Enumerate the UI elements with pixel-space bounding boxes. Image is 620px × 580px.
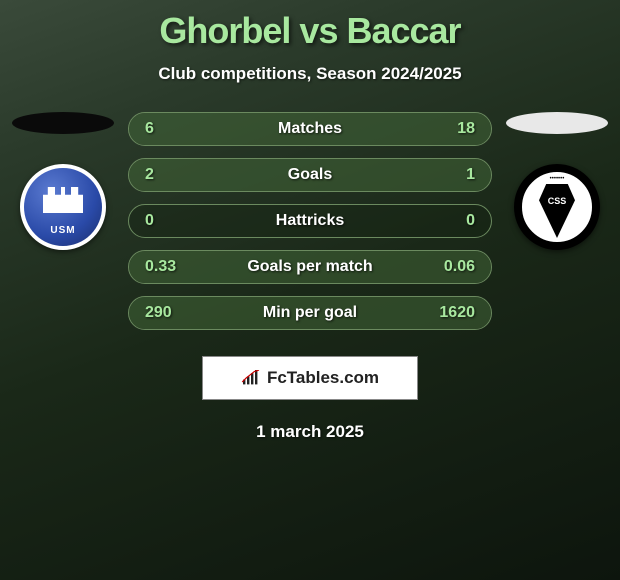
stat-row: 6 Matches 18	[128, 112, 492, 146]
left-team-badge-label: USM	[50, 225, 75, 236]
left-team-badge: USM	[20, 164, 106, 250]
stat-right-value: 18	[435, 120, 475, 138]
right-player-silhouette	[506, 112, 608, 134]
stat-left-value: 290	[145, 304, 185, 322]
stats-table: 6 Matches 18 2 Goals 1 0 Hattricks 0 0.3…	[128, 112, 492, 342]
stat-left-value: 6	[145, 120, 185, 138]
brand-watermark[interactable]: FcTables.com	[202, 356, 418, 400]
stat-row: 0 Hattricks 0	[128, 204, 492, 238]
stat-right-value: 1620	[435, 304, 475, 322]
right-team-badge: ••••••• CSS	[514, 164, 600, 250]
right-team-badge-toptext: •••••••	[522, 176, 592, 182]
date-label: 1 march 2025	[0, 422, 620, 442]
stat-label: Min per goal	[263, 304, 357, 322]
barchart-icon	[241, 370, 261, 386]
left-team-column: USM	[8, 112, 118, 250]
stat-left-value: 0	[145, 212, 185, 230]
stat-label: Goals	[288, 166, 332, 184]
comparison-panel: USM 6 Matches 18 2 Goals 1 0 Hattricks 0	[0, 112, 620, 342]
stat-left-value: 0.33	[145, 258, 185, 276]
page-title: Ghorbel vs Baccar	[0, 0, 620, 52]
subtitle: Club competitions, Season 2024/2025	[0, 64, 620, 84]
stat-right-value: 1	[435, 166, 475, 184]
stat-right-value: 0	[435, 212, 475, 230]
stat-label: Matches	[278, 120, 342, 138]
stat-left-value: 2	[145, 166, 185, 184]
brand-label: FcTables.com	[267, 368, 379, 388]
stat-row: 2 Goals 1	[128, 158, 492, 192]
castle-icon	[43, 187, 83, 213]
stat-label: Hattricks	[276, 212, 344, 230]
stat-right-value: 0.06	[435, 258, 475, 276]
stat-label: Goals per match	[247, 258, 372, 276]
right-team-badge-label: CSS	[522, 196, 592, 206]
right-team-column: ••••••• CSS	[502, 112, 612, 250]
left-player-silhouette	[12, 112, 114, 134]
stat-row: 0.33 Goals per match 0.06	[128, 250, 492, 284]
stat-row: 290 Min per goal 1620	[128, 296, 492, 330]
